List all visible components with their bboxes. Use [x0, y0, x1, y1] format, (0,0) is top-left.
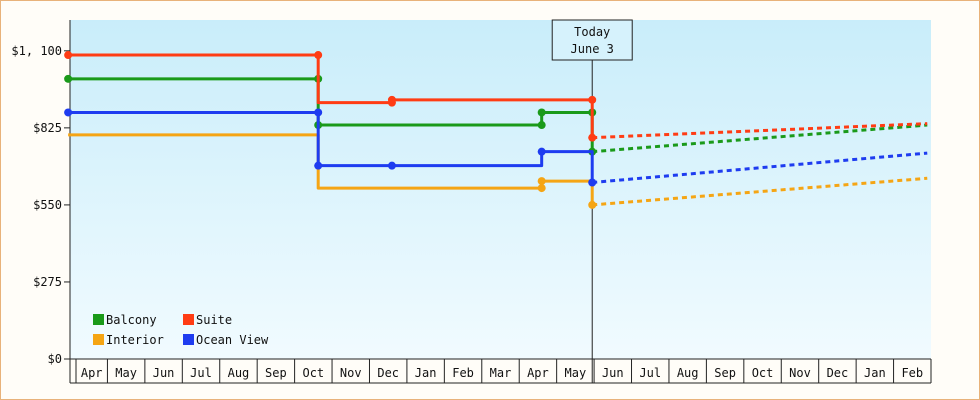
legend-swatch — [93, 334, 104, 345]
series-balcony-point — [537, 108, 546, 117]
series-ocean-view-point — [387, 161, 396, 170]
x-tick-label: Dec — [377, 366, 399, 380]
series-ocean-view-forecast — [592, 151, 928, 184]
series-layer — [64, 51, 928, 209]
series-suite-point — [387, 95, 396, 104]
x-tick-label: Apr — [81, 366, 103, 380]
series-ocean-view-point — [314, 108, 323, 117]
x-tick-label: Feb — [901, 366, 923, 380]
series-suite-point — [588, 95, 597, 104]
x-tick-label: Jan — [864, 366, 886, 380]
series-interior-forecast — [592, 176, 928, 207]
x-tick-label: Oct — [752, 366, 774, 380]
series-balcony-point — [537, 121, 546, 130]
x-tick-label: Nov — [340, 366, 362, 380]
x-tick-label: Jan — [415, 366, 437, 380]
series-ocean-view-point — [537, 147, 546, 156]
series-interior-point — [537, 184, 546, 193]
legend-label: Suite — [196, 313, 232, 327]
today-label: Today — [574, 25, 610, 39]
y-axis: $0 $275 $550 $825 $1, 100 — [11, 20, 71, 383]
series-balcony-forecast — [592, 123, 928, 154]
series-ocean-view-point — [314, 161, 323, 170]
y-tick-label: $550 — [33, 198, 62, 212]
x-tick-label: Dec — [827, 366, 849, 380]
series-suite-point — [64, 51, 73, 60]
legend-swatch — [183, 314, 194, 325]
legend: Balcony Suite Interior Ocean View — [93, 313, 269, 347]
today-box — [551, 19, 633, 61]
x-tick-label: Jul — [639, 366, 661, 380]
legend-label: Interior — [106, 333, 164, 347]
series-ocean-view-point — [64, 108, 73, 117]
series-suite-point — [314, 51, 323, 60]
series-ocean-view-line — [68, 110, 594, 183]
x-tick-label: May — [565, 366, 587, 380]
today-date: June 3 — [571, 42, 614, 56]
x-tick-label: Sep — [265, 366, 287, 380]
x-tick-label: Aug — [677, 366, 699, 380]
x-axis: Apr May Jun Jul Aug Sep Oct Nov Dec Jan Feb Mar Apr M… — [70, 358, 932, 384]
series-suite-point — [588, 133, 597, 142]
x-tick-label: Jun — [602, 366, 624, 380]
y-tick-label: $275 — [33, 275, 62, 289]
x-tick-label: Jul — [190, 366, 212, 380]
x-tick-label: Nov — [789, 366, 811, 380]
x-tick-label: Feb — [452, 366, 474, 380]
x-tick-label: Oct — [302, 366, 324, 380]
series-ocean-view-point — [588, 178, 597, 187]
x-tick-label: Sep — [714, 366, 736, 380]
x-tick-label: Aug — [228, 366, 250, 380]
x-tick-label: Apr — [527, 366, 549, 380]
series-suite-forecast — [592, 122, 928, 140]
x-tick-label: Jun — [153, 366, 175, 380]
today-marker: Today June 3 — [551, 19, 633, 383]
y-tick-label: $0 — [48, 352, 62, 366]
series-interior-point — [537, 177, 546, 186]
x-tick-label: May — [115, 366, 137, 380]
y-tick-label: $825 — [33, 121, 62, 135]
x-tick-label: Mar — [490, 366, 512, 380]
legend-label: Ocean View — [196, 333, 269, 347]
legend-swatch — [183, 334, 194, 345]
legend-label: Balcony — [106, 313, 157, 327]
legend-swatch — [93, 314, 104, 325]
y-tick-label: $1, 100 — [11, 44, 62, 58]
series-interior-point — [588, 200, 597, 209]
series-balcony-point — [64, 74, 73, 83]
